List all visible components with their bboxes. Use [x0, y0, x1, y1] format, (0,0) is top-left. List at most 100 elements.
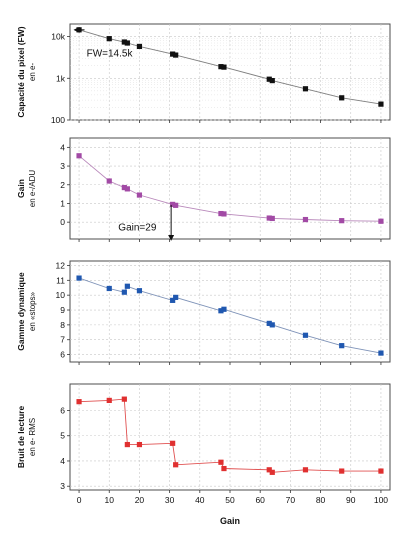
data-point	[218, 64, 224, 70]
data-point	[124, 283, 130, 289]
series-line	[79, 398, 381, 473]
panel-capacity: 100 1k 10k Capacité du pixel (FW) en e- FW=14…	[16, 23, 391, 125]
annotation-label: FW=14.5k	[87, 49, 134, 60]
data-point	[339, 468, 345, 474]
x-tick-label: 0	[77, 495, 82, 505]
y-axis-sublabel: en e- RMS	[28, 418, 37, 456]
y-tick-label: 1k	[56, 73, 66, 83]
data-point	[121, 184, 127, 191]
y-tick-label: 6	[60, 350, 65, 360]
y-tick-label: 8	[60, 320, 65, 330]
panel-gain: 0 1 2 3 4 Gain en e-/ADU Gain=29	[16, 137, 391, 242]
data-point	[136, 441, 143, 448]
y-axis-sublabel: en e-/ADU	[28, 170, 37, 208]
data-point	[76, 153, 82, 159]
data-point	[170, 440, 176, 446]
y-tick-label: 7	[60, 335, 65, 345]
data-point	[378, 468, 384, 474]
x-tick-label: 10	[105, 495, 115, 505]
data-point	[218, 210, 224, 217]
y-tick-label: 9	[60, 305, 65, 315]
y-axis-label: Capacité du pixel (FW)	[16, 26, 26, 117]
x-tick-label: 50	[225, 495, 235, 505]
y-tick-label: 6	[60, 406, 65, 416]
data-point	[173, 202, 179, 208]
data-point	[121, 39, 127, 45]
data-point	[266, 320, 272, 326]
data-point	[106, 178, 112, 184]
data-point	[269, 215, 275, 222]
y-tick-label: 10	[56, 290, 66, 300]
data-point	[221, 465, 227, 472]
y-axis-sublabel: en «stops»	[28, 291, 37, 331]
y-tick-label: 0	[60, 217, 65, 227]
x-tick-label: 20	[135, 495, 145, 505]
data-point	[121, 396, 127, 402]
data-point	[269, 77, 275, 84]
data-point	[221, 211, 227, 217]
data-point	[121, 289, 127, 295]
x-tick-label: 60	[255, 495, 265, 505]
data-point	[302, 467, 309, 473]
x-tick-label: 70	[286, 495, 296, 505]
data-point	[170, 297, 176, 303]
x-tick-label: 100	[374, 495, 388, 505]
panel-dynamic-range: 6 7 8 9 10 11 12 Gamme dynamique en «stops»	[16, 260, 391, 365]
data-point	[339, 95, 345, 101]
y-tick-label: 12	[56, 260, 66, 270]
data-point	[269, 469, 275, 475]
data-point	[76, 275, 82, 281]
x-tick-label: 40	[195, 495, 205, 505]
y-tick-label: 3	[60, 481, 65, 491]
data-point	[106, 285, 112, 292]
data-point	[302, 86, 309, 92]
data-point	[173, 294, 179, 300]
y-tick-label: 1	[60, 198, 65, 208]
y-tick-label: 5	[60, 431, 65, 441]
y-tick-label: 100	[51, 115, 65, 125]
data-point	[106, 397, 112, 404]
annotation-label: Gain=29	[118, 223, 157, 234]
data-point	[266, 467, 272, 473]
y-tick-label: 11	[56, 275, 65, 285]
x-axis-label: Gain	[220, 516, 240, 526]
data-point	[124, 186, 130, 192]
data-point	[218, 308, 224, 314]
y-tick-label: 2	[60, 180, 65, 190]
y-tick-label: 3	[60, 161, 65, 171]
data-point	[221, 64, 227, 70]
data-point	[302, 216, 309, 223]
data-point	[378, 350, 384, 356]
data-point	[173, 52, 179, 58]
data-point	[136, 192, 143, 198]
data-point	[136, 43, 143, 50]
y-axis-label: Gain	[16, 179, 26, 198]
data-point	[266, 215, 272, 221]
data-point	[339, 218, 345, 224]
data-point	[170, 51, 176, 57]
data-point	[339, 343, 345, 349]
y-tick-label: 4	[60, 456, 65, 466]
y-tick-label: 10k	[51, 32, 65, 42]
data-point	[76, 399, 82, 405]
data-point	[378, 218, 384, 224]
x-tick-label: 80	[316, 495, 326, 505]
data-point	[170, 201, 176, 207]
data-point	[124, 40, 130, 46]
data-point	[378, 101, 384, 107]
data-point	[266, 76, 272, 82]
data-point	[269, 322, 275, 328]
data-point	[136, 288, 143, 294]
y-tick-label: 4	[60, 142, 65, 152]
y-axis-label: Bruit de lecture	[16, 406, 26, 469]
x-tick-label: 30	[165, 495, 175, 505]
data-point	[106, 36, 112, 42]
data-point	[221, 306, 227, 312]
data-point	[218, 459, 224, 465]
data-point	[173, 462, 179, 468]
data-point	[302, 332, 309, 338]
y-axis-sublabel: en e-	[28, 63, 37, 82]
y-axis-label: Gamme dynamique	[16, 272, 26, 351]
